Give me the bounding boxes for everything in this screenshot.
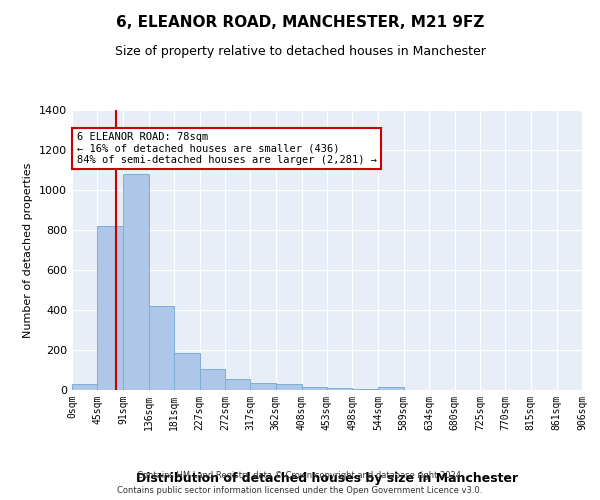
- Text: Contains public sector information licensed under the Open Government Licence v3: Contains public sector information licen…: [118, 486, 482, 495]
- Text: 6 ELEANOR ROAD: 78sqm
← 16% of detached houses are smaller (436)
84% of semi-det: 6 ELEANOR ROAD: 78sqm ← 16% of detached …: [77, 132, 377, 165]
- Bar: [72, 384, 97, 390]
- Y-axis label: Number of detached properties: Number of detached properties: [23, 162, 34, 338]
- Bar: [378, 387, 404, 390]
- Bar: [174, 353, 200, 390]
- Bar: [250, 383, 276, 390]
- Bar: [97, 226, 123, 390]
- Bar: [225, 378, 250, 390]
- Bar: [149, 306, 174, 390]
- Text: Size of property relative to detached houses in Manchester: Size of property relative to detached ho…: [115, 45, 485, 58]
- Bar: [123, 174, 149, 390]
- X-axis label: Distribution of detached houses by size in Manchester: Distribution of detached houses by size …: [136, 472, 518, 485]
- Bar: [200, 370, 225, 390]
- Text: Contains HM Land Registry data © Crown copyright and database right 2024.: Contains HM Land Registry data © Crown c…: [137, 471, 463, 480]
- Bar: [327, 388, 352, 390]
- Text: 6, ELEANOR ROAD, MANCHESTER, M21 9FZ: 6, ELEANOR ROAD, MANCHESTER, M21 9FZ: [116, 15, 484, 30]
- Bar: [276, 384, 302, 390]
- Bar: [302, 386, 327, 390]
